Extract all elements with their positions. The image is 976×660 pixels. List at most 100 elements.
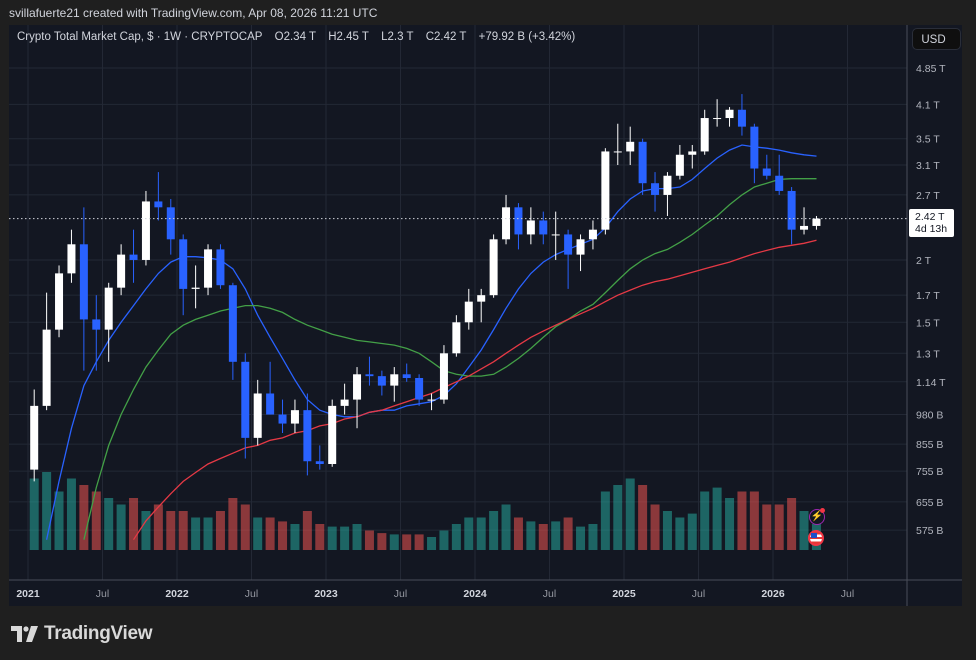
x-tick-label: Jul	[841, 588, 854, 600]
bar-countdown: 4d 13h	[915, 223, 948, 235]
open-label: O	[274, 31, 284, 43]
candle-body	[377, 376, 386, 386]
candle-body	[613, 151, 622, 153]
candle-body	[750, 126, 759, 169]
candle-body	[601, 151, 610, 230]
volume-bar	[662, 511, 672, 550]
volume-bar	[675, 517, 685, 550]
volume-bar	[427, 537, 437, 550]
volume-bar	[290, 524, 300, 550]
candle-body	[812, 218, 821, 226]
volume-bar	[451, 524, 461, 550]
volume-bar	[352, 524, 362, 550]
y-tick-label: 855 B	[916, 439, 943, 451]
currency-button[interactable]: USD	[912, 28, 961, 50]
candle-body	[800, 225, 809, 230]
volume-bar	[141, 511, 151, 550]
volume-bar	[166, 511, 176, 550]
change-value: +79.92 B (+3.42%)	[478, 31, 576, 43]
volume-bar	[402, 534, 412, 550]
candle-body	[775, 175, 784, 191]
candle-body	[638, 141, 647, 184]
candle-body	[340, 399, 349, 406]
candle-body	[30, 405, 39, 470]
candle-body	[725, 109, 734, 119]
volume-bar	[725, 498, 735, 550]
lightning-icon[interactable]: ⚡	[809, 509, 825, 525]
low-value: 2.3 T	[387, 31, 414, 43]
x-tick-label: 2025	[612, 588, 636, 600]
us-flag-icon[interactable]	[808, 530, 824, 546]
candle-body	[353, 374, 362, 400]
candle-body	[241, 361, 250, 438]
x-tick-label: Jul	[394, 588, 407, 600]
volume-bar	[538, 524, 548, 550]
candle-body	[787, 190, 796, 230]
volume-bar	[191, 517, 201, 550]
volume-bar	[489, 511, 499, 550]
y-tick-label: 4.1 T	[916, 99, 940, 111]
close-label: C	[425, 31, 435, 43]
candle-body	[502, 207, 511, 240]
volume-bar	[29, 478, 39, 550]
brand-name: TradingView	[44, 623, 153, 644]
x-tick-label: Jul	[245, 588, 258, 600]
candle-body	[564, 234, 573, 255]
candle-body	[365, 374, 374, 377]
candle-body	[489, 239, 498, 296]
candle-body	[154, 201, 163, 208]
candle-body	[713, 118, 722, 120]
candle-body	[390, 374, 399, 386]
volume-bar	[799, 511, 809, 550]
volume-bar	[476, 517, 486, 550]
candle-body	[737, 109, 746, 127]
notification-dot	[820, 508, 825, 513]
y-tick-label: 1.7 T	[916, 290, 940, 302]
candle-body	[92, 319, 101, 330]
candle-body	[216, 249, 225, 286]
high-label: H	[328, 31, 337, 43]
x-tick-label: Jul	[692, 588, 705, 600]
y-tick-label: 2 T	[916, 255, 932, 267]
candle-body	[204, 249, 213, 288]
candle-body	[166, 207, 175, 240]
volume-bar	[215, 511, 225, 550]
y-tick-label: 4.85 T	[916, 63, 946, 75]
volume-bar	[54, 491, 64, 550]
candle-body	[514, 207, 523, 235]
candle-body	[104, 287, 113, 330]
volume-bar	[302, 511, 312, 550]
volume-bar	[613, 485, 623, 550]
candle-body	[315, 461, 324, 465]
candle-body	[588, 229, 597, 240]
volume-bar	[501, 504, 511, 550]
candle-body	[551, 234, 560, 236]
volume-bar	[389, 534, 399, 550]
candle-body	[191, 287, 200, 289]
volume-bar	[712, 487, 722, 550]
y-tick-label: 3.1 T	[916, 160, 940, 172]
volume-bar	[116, 504, 126, 550]
volume-bar	[228, 498, 238, 550]
volume-bar	[278, 521, 288, 550]
candle-body	[526, 220, 535, 235]
plot-area	[29, 94, 821, 550]
low-label: L	[381, 31, 388, 43]
candle-body	[303, 410, 312, 462]
candle-body	[67, 244, 76, 274]
volume-bar	[576, 526, 586, 550]
symbol-title[interactable]: Crypto Total Market Cap, $ · 1W · CRYPTO…	[17, 31, 263, 43]
y-tick-label: 3.5 T	[916, 134, 940, 146]
candle-body	[179, 239, 188, 289]
volume-bar	[439, 530, 449, 550]
chart-panel[interactable]	[9, 25, 962, 606]
volume-bar	[787, 498, 797, 550]
volume-bar	[700, 491, 710, 550]
candle-body	[675, 154, 684, 176]
moving-average-line	[132, 239, 817, 541]
volume-bar	[774, 504, 784, 550]
volume-bar	[66, 478, 76, 550]
y-tick-label: 575 B	[916, 525, 943, 537]
candle-body	[452, 322, 461, 354]
